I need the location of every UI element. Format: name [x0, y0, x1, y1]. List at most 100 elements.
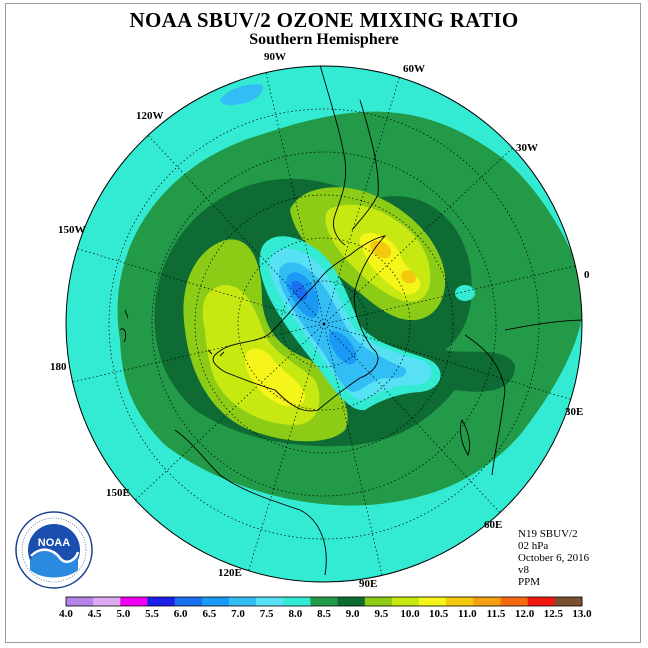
colorbar-swatch — [228, 597, 257, 606]
meridian-line — [135, 323, 325, 501]
lon-label-150w: 150W — [58, 224, 86, 236]
coastlines — [119, 66, 582, 576]
lat-circle-1 — [280, 280, 368, 368]
madagascar — [459, 418, 471, 457]
colorbar-swatch — [337, 597, 366, 606]
lon-label-0: 0 — [584, 269, 590, 281]
colorbar-tick-label: 6.5 — [202, 608, 216, 620]
lon-label-30w: 30W — [516, 142, 538, 154]
colorbar-swatch — [66, 597, 94, 606]
contour-7-5-patch — [220, 84, 263, 106]
version-label: v8 — [518, 564, 529, 576]
colorbar-tick-label: 9.5 — [374, 608, 388, 620]
map-boundary — [65, 65, 583, 583]
graticule — [72, 72, 576, 576]
colorbar-swatch — [419, 597, 447, 606]
colorbar-frame — [65, 596, 583, 607]
noaa-logo: NOAA — [15, 511, 93, 589]
meridian-line — [147, 135, 325, 325]
meridian-line — [323, 323, 571, 400]
colorbar: 4.0 4.5 5.0 5.5 6.0 6.5 7.0 7.5 8.0 8.5 9.0 9.5 10.0… — [59, 596, 592, 620]
south-america-coast-east — [351, 99, 379, 231]
colorbar-tick-label: 11.5 — [487, 608, 506, 620]
lon-label-180: 180 — [50, 361, 67, 373]
lon-label-90w: 90W — [264, 51, 286, 63]
colorbar-tick-label: 5.5 — [145, 608, 159, 620]
figure-subtitle: Southern Hemisphere — [249, 31, 399, 48]
colorbar-swatch — [283, 597, 311, 606]
islands-west — [207, 349, 225, 357]
lon-label-60w: 60W — [403, 63, 425, 75]
figure-border — [5, 3, 641, 643]
colorbar-swatch — [446, 597, 474, 606]
south-america-coast — [319, 66, 347, 246]
logo-wordmark: NOAA — [38, 537, 70, 549]
satellite-label: N19 SBUV/2 — [518, 528, 578, 540]
australia-coast — [174, 429, 327, 576]
contour-10-5-north-b — [401, 270, 416, 284]
new-zealand — [119, 309, 129, 343]
contour-6-0 — [291, 280, 308, 301]
level-label: 02 hPa — [518, 540, 549, 552]
lon-label-120e: 120E — [218, 567, 242, 579]
colorbar-tick-label: 13.0 — [572, 608, 592, 620]
colorbar-tick-label: 5.0 — [116, 608, 130, 620]
lon-label-60e: 60E — [484, 519, 502, 531]
meridian-line — [323, 323, 501, 513]
colorbar-tick-label: 7.5 — [260, 608, 274, 620]
meridians — [72, 72, 576, 576]
contour-10-0-west — [245, 348, 306, 407]
colorbar-swatch — [201, 597, 230, 606]
colorbar-swatch — [93, 597, 121, 606]
lat-circle-2 — [237, 237, 411, 411]
lon-label-120w: 120W — [136, 110, 164, 122]
logo-wave — [30, 550, 78, 578]
lat-circle-4 — [151, 151, 497, 497]
colorbar-tick-label: 7.0 — [231, 608, 245, 620]
colorbar-swatch — [554, 597, 583, 606]
colorbar-tick-label: 11.0 — [458, 608, 477, 620]
lat-circle-3 — [194, 194, 454, 454]
colorbar-tick-label: 10.5 — [429, 608, 449, 620]
colorbar-swatch — [500, 597, 529, 606]
colorbar-tick-label: 8.5 — [317, 608, 331, 620]
colorbar-tick-label: 12.5 — [544, 608, 564, 620]
meridian-line — [77, 248, 325, 325]
contour-6-5-b — [329, 331, 357, 365]
colorbar-tick-label: 6.0 — [174, 608, 188, 620]
units-label: PPM — [518, 576, 541, 588]
colorbar-tick-label: 9.0 — [346, 608, 360, 620]
figure-title: NOAA SBUV/2 OZONE MIXING RATIO — [129, 8, 519, 32]
colorbar-tick-label: 8.0 — [288, 608, 302, 620]
meridian-line — [323, 265, 576, 325]
colorbar-swatch — [473, 597, 502, 606]
meridian-line — [72, 323, 325, 383]
colorbar-swatch — [527, 597, 556, 606]
contour-10-5-north — [370, 240, 392, 259]
antarctica-coast — [212, 235, 387, 412]
colorbar-tick-label: 12.0 — [515, 608, 535, 620]
africa-coast — [464, 334, 506, 476]
colorbar-tick-label: 4.0 — [59, 608, 73, 620]
colorbar-tick-label: 4.5 — [88, 608, 102, 620]
lon-label-150e: 150E — [106, 487, 130, 499]
africa-coast-b — [504, 319, 582, 331]
meridian-line — [265, 72, 325, 325]
logo-gull — [30, 548, 80, 563]
lon-label-90e: 90E — [359, 578, 377, 590]
colorbar-swatch — [364, 597, 393, 606]
meridian-line — [323, 323, 383, 576]
colorbar-swatch — [120, 597, 148, 606]
lon-label-30e: 30E — [565, 406, 583, 418]
metadata-panel: N19 SBUV/2 02 hPa October 6, 2016 v8 PPM — [518, 528, 589, 588]
meridian-line — [323, 77, 400, 325]
colorbar-swatch — [147, 597, 176, 606]
meridian-line — [248, 323, 325, 571]
lat-circle-5 — [108, 108, 540, 540]
contour-8-0-arm — [490, 170, 582, 302]
colorbar-swatch — [256, 597, 284, 606]
meridian-line — [323, 147, 513, 325]
contour-8-0-blob — [455, 285, 475, 301]
